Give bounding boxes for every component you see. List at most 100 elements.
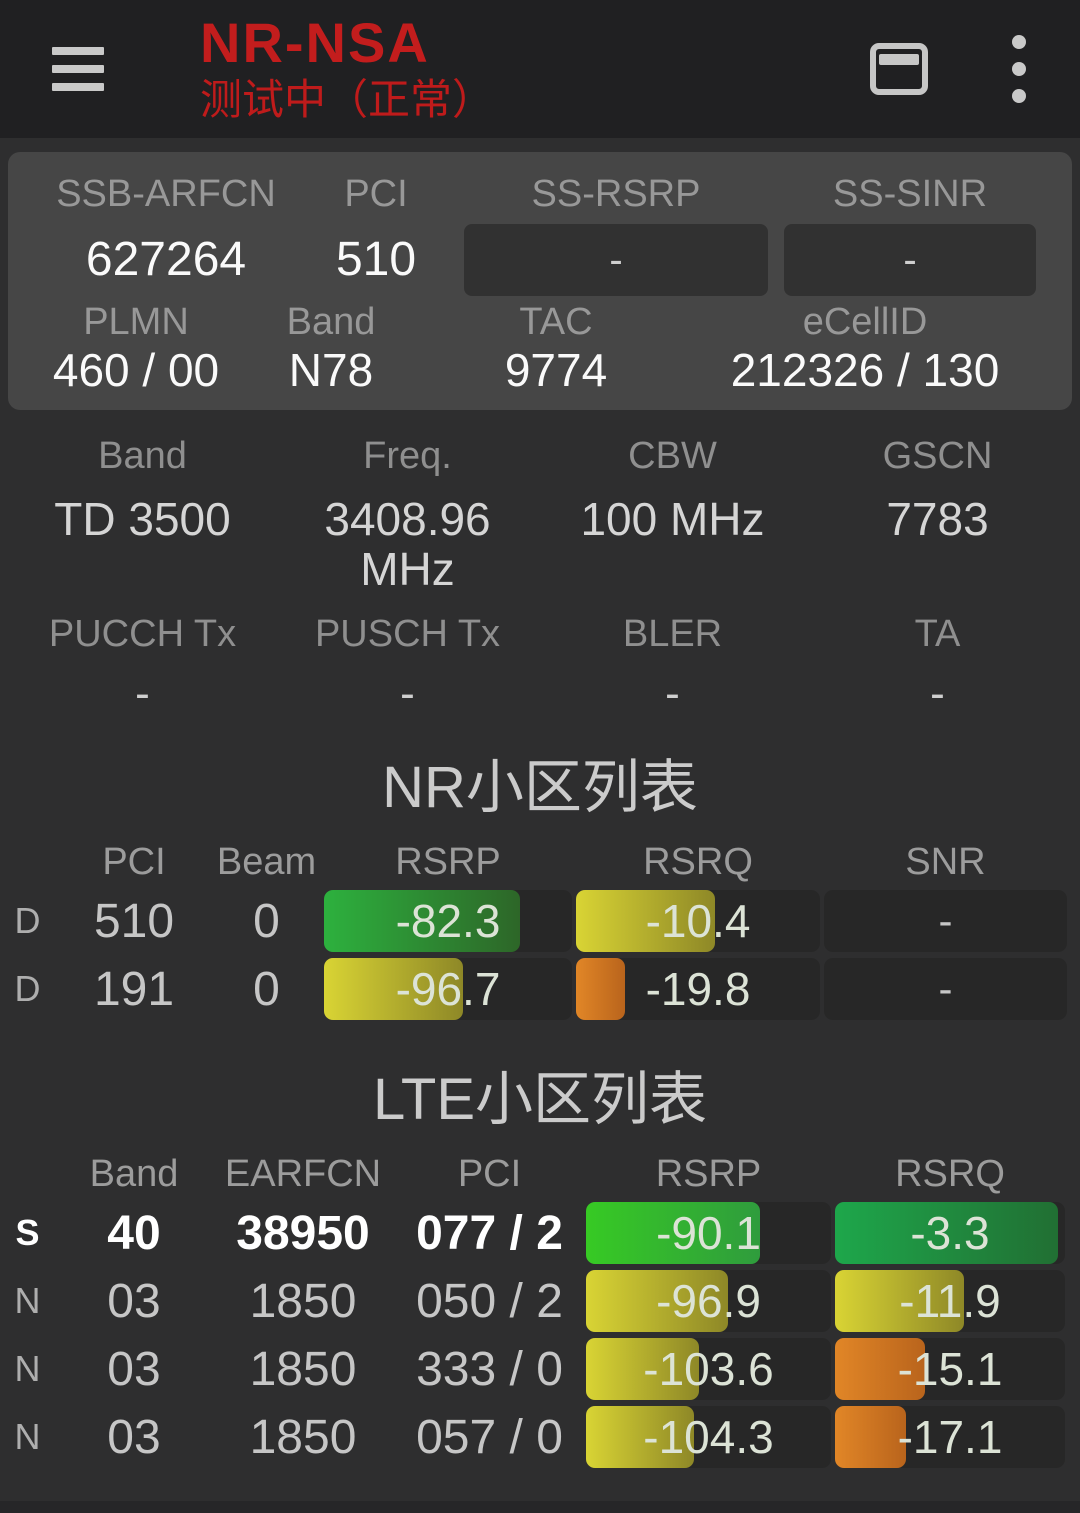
dot (1012, 35, 1026, 49)
rsrq-bar-fill (835, 1202, 1059, 1264)
field-value: 212326 / 130 (730, 344, 1000, 396)
header-band: Band (89, 1153, 179, 1195)
field-label: BLER (622, 613, 723, 655)
lte-table-row: N 03 1850 050 / 2 -96.9 -11.9 (0, 1270, 1080, 1332)
cell-earfcn: 1850 (249, 1274, 357, 1328)
top-app-bar: NR-NSA 测试中（正常） (0, 0, 1080, 138)
field-label: Freq. (363, 435, 452, 477)
field-value: N78 (288, 344, 374, 396)
rsrq-value: -11.9 (899, 1275, 1001, 1327)
nr-table-header: PCI Beam RSRP RSRQ SNR (0, 842, 1080, 882)
lte-table-header: Band EARFCN PCI RSRP RSRQ (0, 1154, 1080, 1194)
field-value: 7783 (886, 493, 989, 545)
cell-pci: 077 / 2 (416, 1206, 563, 1260)
header-snr: SNR (905, 841, 986, 883)
field-value: - (930, 669, 945, 718)
snr-box: - (824, 958, 1067, 1020)
cell-band: 03 (107, 1342, 161, 1396)
cell-band: 40 (107, 1206, 161, 1260)
rsrp-bar-fill (586, 1270, 729, 1332)
page-title: NR-NSA (200, 10, 430, 74)
rsrq-bar-fill (835, 1270, 964, 1332)
cell-beam: 0 (253, 894, 280, 948)
rsrp-value: -82.3 (395, 895, 501, 947)
rsrp-bar-fill (586, 1202, 760, 1264)
rsrq-bar: -10.4 (576, 890, 820, 952)
rsrp-bar: -104.3 (586, 1406, 831, 1468)
row-type-tag: N (14, 1280, 41, 1321)
header-rsrp: RSRP (655, 1153, 762, 1195)
dot (1012, 89, 1026, 103)
more-options-icon[interactable] (1012, 35, 1026, 103)
cell-beam: 0 (253, 962, 280, 1016)
header-beam: Beam (216, 841, 317, 883)
rsrp-bar-fill (324, 958, 463, 1020)
menu-icon[interactable] (52, 47, 104, 91)
lte-table-rows: S 40 38950 077 / 2 -90.1 -3.3 N 03 1850 … (0, 1202, 1080, 1468)
rsrq-bar-fill (835, 1406, 907, 1468)
lte-table-row: N 03 1850 057 / 0 -104.3 -17.1 (0, 1406, 1080, 1468)
bottom-gesture-strip (0, 1501, 1080, 1513)
header-earfcn: EARFCN (224, 1153, 382, 1195)
field-value: 627264 (85, 233, 247, 286)
lte-cell-list-title: LTE小区列表 (372, 1067, 708, 1132)
field-value: - (135, 669, 150, 718)
nr-table-row: D 191 0 -96.7 -19.8 - (0, 958, 1080, 1020)
rsrq-bar: -11.9 (835, 1270, 1065, 1332)
field-value: - (400, 669, 415, 718)
rsrq-value: -19.8 (645, 963, 751, 1015)
rsrp-value: -96.7 (395, 963, 501, 1015)
radio-labels-row1: Band Freq. CBW GSCN (10, 434, 1070, 478)
serving-cell-panel: SSB-ARFCN PCI SS-RSRP SS-SINR 627264 510- - P… (8, 152, 1072, 410)
field-label: Band (286, 301, 376, 343)
card-view-icon[interactable] (870, 43, 928, 95)
field-label: SS-RSRP (531, 173, 701, 215)
rsrq-bar: -15.1 (835, 1338, 1065, 1400)
nr-cell-list-title: NR小区列表 (382, 755, 698, 820)
field-value: 460 / 00 (52, 344, 220, 396)
header-rsrq: RSRQ (643, 841, 753, 883)
rsrp-bar: -82.3 (324, 890, 572, 952)
cell-pci: 191 (93, 962, 175, 1016)
radio-values-row2: ---- (10, 656, 1070, 716)
field-value: - (784, 224, 1036, 296)
field-value: 9774 (504, 344, 608, 396)
field-label: PCI (344, 173, 408, 215)
header-rsrp: RSRP (395, 841, 501, 883)
rsrq-value: -15.1 (897, 1343, 1003, 1395)
radio-values-row1: TD 3500 3408.96 MHz 100 MHz 7783 (10, 478, 1070, 594)
menu-bar (52, 65, 104, 73)
field-label: Band (98, 435, 187, 477)
rsrq-value: -17.1 (897, 1411, 1003, 1463)
panel-values-row1: 627264 510- - (36, 224, 1044, 296)
nr-table-rows: D 510 0 -82.3 -10.4 - D 191 0 (0, 890, 1080, 1020)
rsrq-value: -10.4 (645, 895, 751, 947)
cell-pci: 510 (93, 894, 175, 948)
field-label: PUSCH Tx (314, 613, 501, 655)
radio-info-section: Band Freq. CBW GSCN TD 3500 3408.96 MHz 100 M… (0, 434, 1080, 716)
field-label: TA (914, 613, 961, 655)
panel-labels-row2: PLMN Band TAC eCellID (36, 302, 1044, 342)
rsrq-bar: -19.8 (576, 958, 820, 1020)
field-value: TD 3500 (54, 493, 231, 545)
header-rsrq: RSRQ (895, 1153, 1005, 1195)
field-label: SSB-ARFCN (56, 173, 276, 215)
snr-box: - (824, 890, 1067, 952)
field-value: - (665, 669, 680, 718)
radio-labels-row2: PUCCH Tx PUSCH Tx BLER TA (10, 594, 1070, 656)
rsrq-bar-fill (835, 1338, 925, 1400)
field-value: 100 MHz (580, 493, 765, 545)
cell-earfcn: 1850 (249, 1342, 357, 1396)
rsrp-bar: -96.9 (586, 1270, 831, 1332)
cell-pci: 050 / 2 (416, 1274, 563, 1328)
rsrq-bar-fill (576, 890, 716, 952)
field-label: CBW (628, 435, 717, 477)
rsrq-value: -3.3 (910, 1207, 990, 1259)
rsrq-bar: -17.1 (835, 1406, 1065, 1468)
row-type-tag: N (14, 1348, 41, 1389)
title-block: NR-NSA 测试中（正常） (200, 10, 494, 123)
row-type-tag: D (14, 968, 41, 1009)
rsrp-value: -103.6 (643, 1343, 774, 1395)
panel-labels-row1: SSB-ARFCN PCI SS-RSRP SS-SINR (36, 174, 1044, 214)
lte-table-row: N 03 1850 333 / 0 -103.6 -15.1 (0, 1338, 1080, 1400)
